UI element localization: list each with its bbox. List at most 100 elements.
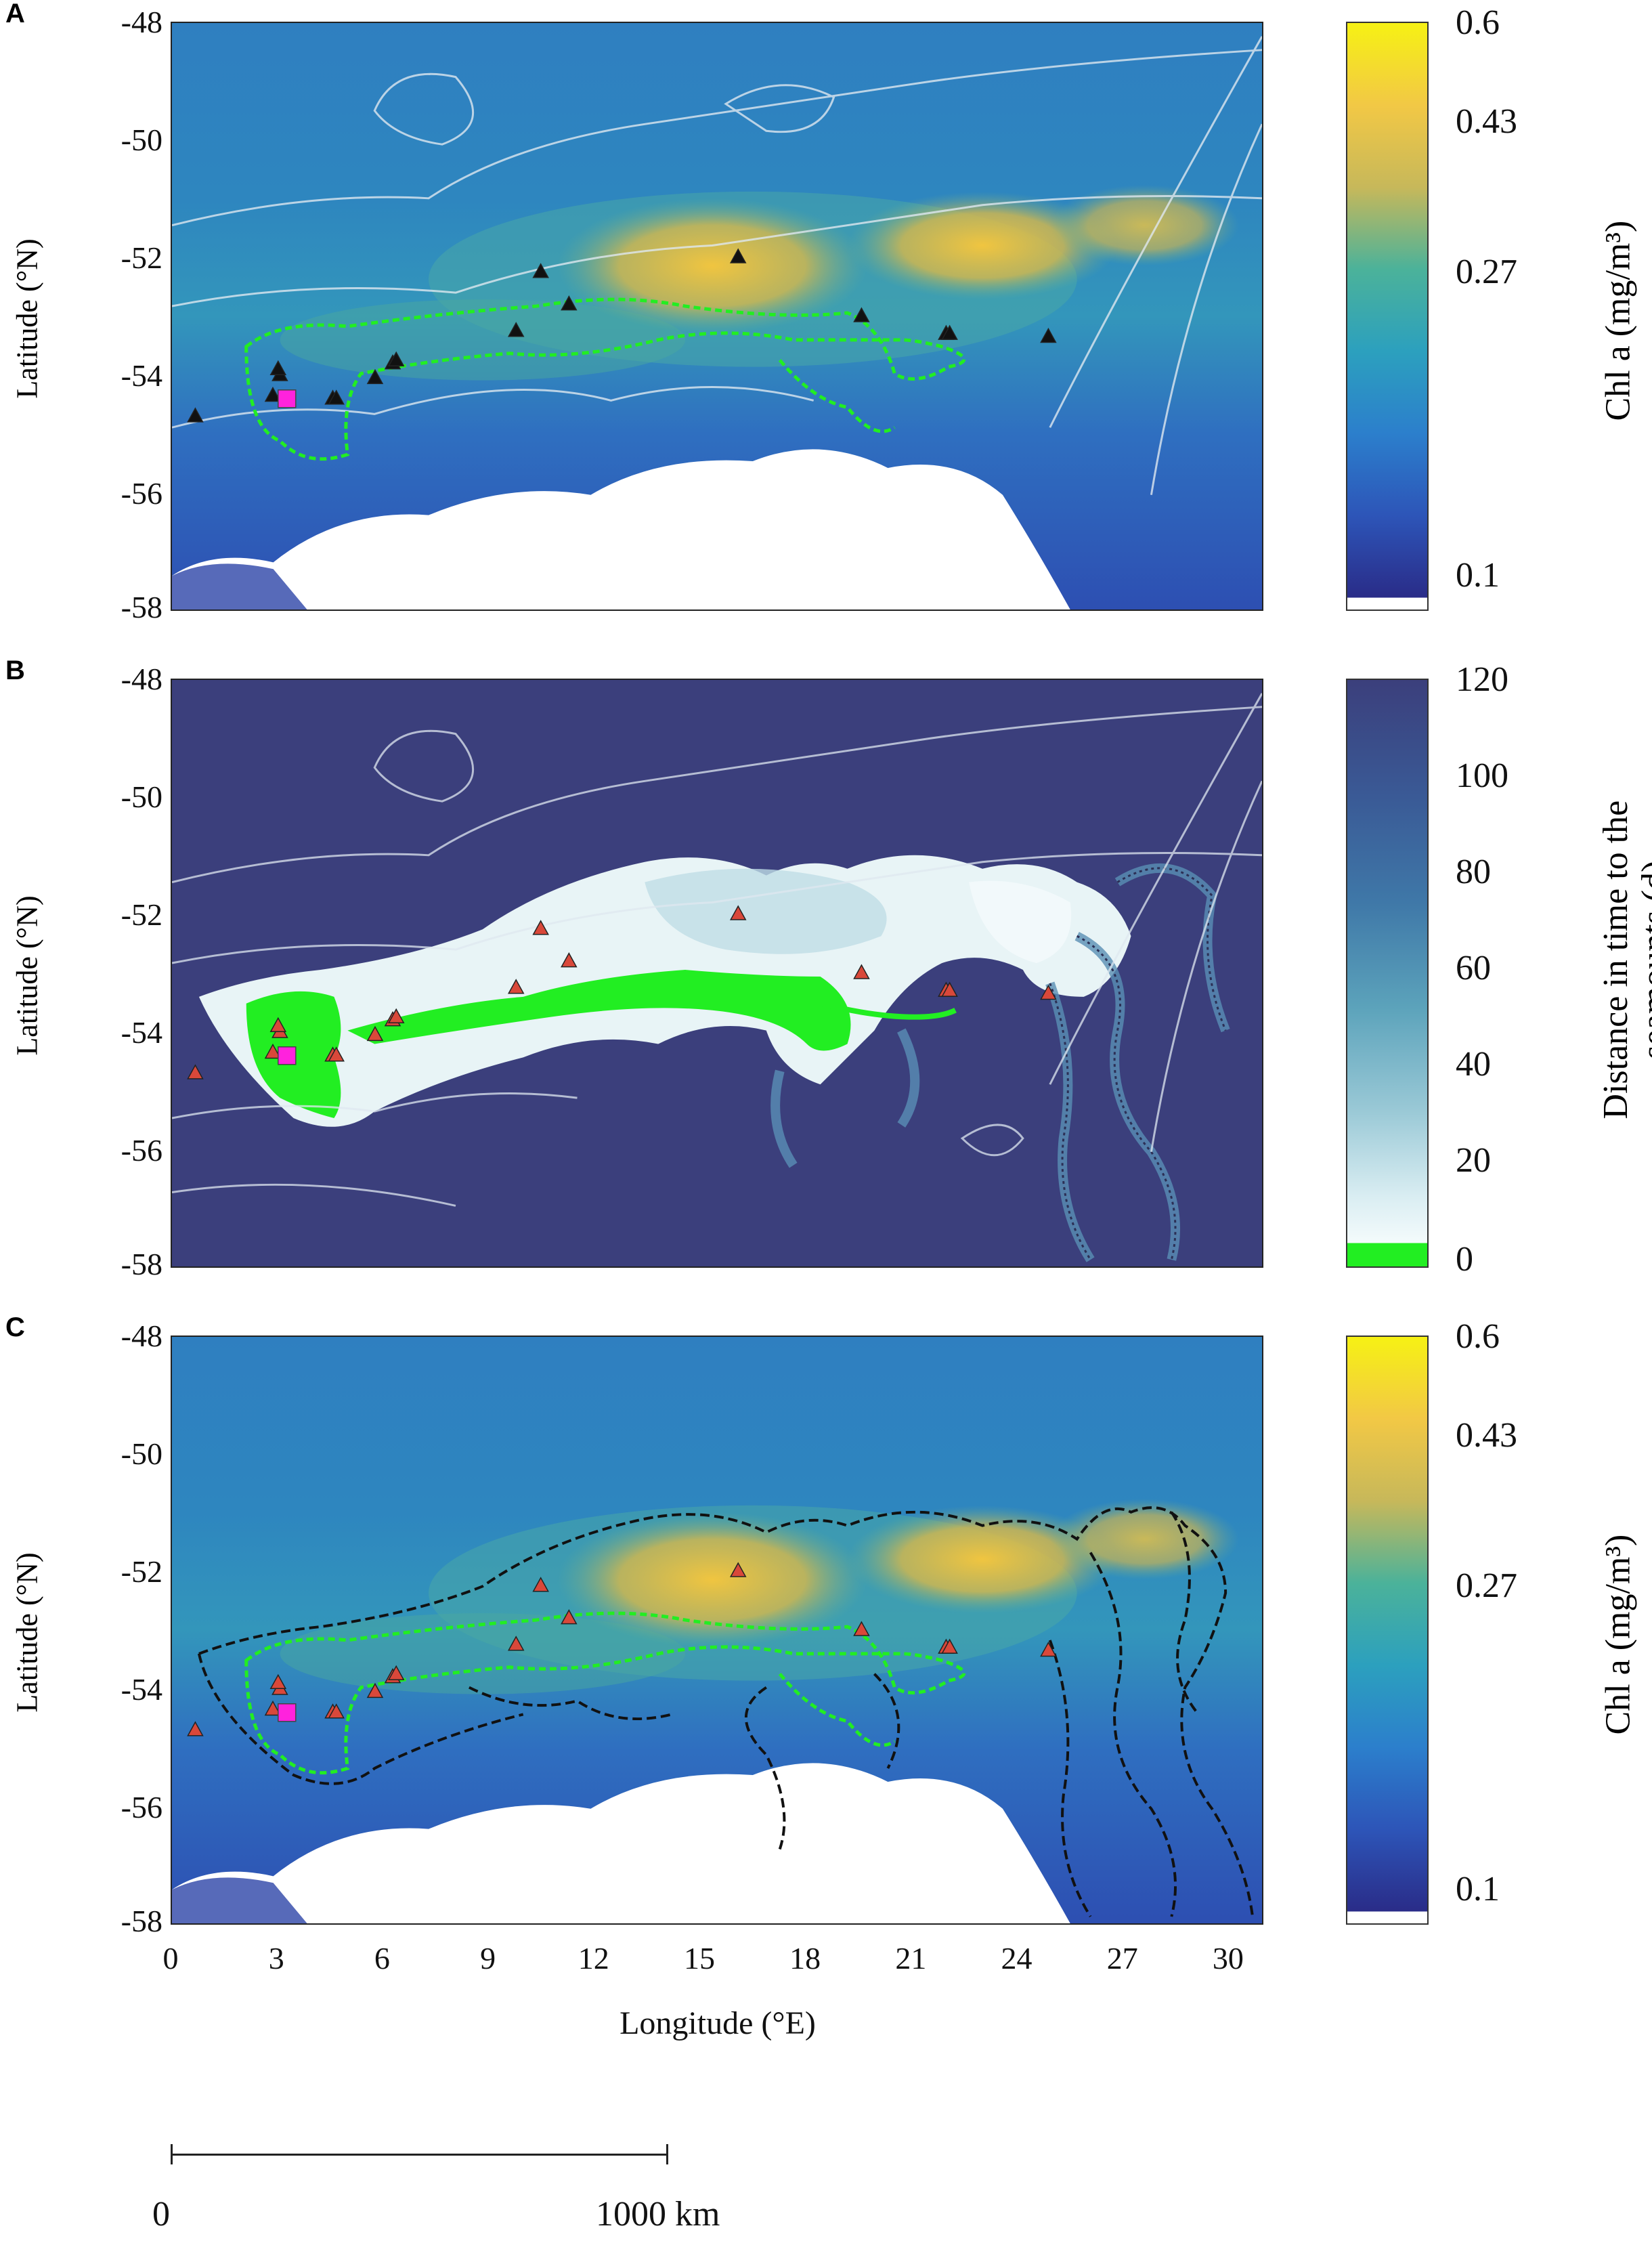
panel-c-colorbar bbox=[1346, 1336, 1429, 1925]
panel-b-markers bbox=[187, 905, 1057, 1080]
station-triangle bbox=[187, 1064, 204, 1080]
x-tick-label: 24 bbox=[1001, 1941, 1032, 1975]
station-triangle bbox=[264, 1700, 282, 1716]
x-tick-label: 12 bbox=[578, 1941, 609, 1975]
x-tick-label: 9 bbox=[480, 1941, 496, 1975]
x-axis-label: Longitude (°E) bbox=[620, 2005, 816, 2041]
station-triangle bbox=[328, 1703, 345, 1719]
station-triangle bbox=[366, 1682, 384, 1699]
station-triangle bbox=[269, 1017, 287, 1033]
panel-b-cbtick: 120 bbox=[1456, 660, 1508, 699]
panel-c-ytick: -52 bbox=[121, 1554, 162, 1589]
panel-a-ytick: -52 bbox=[121, 240, 162, 275]
panel-b-ytick: -48 bbox=[121, 662, 162, 696]
panel-a-cbtick: 0.1 bbox=[1456, 556, 1500, 595]
station-triangle bbox=[269, 360, 287, 376]
panel-b-cbtick: 100 bbox=[1456, 756, 1508, 795]
panel-c-colorbar-label: Chl a (mg/m³) bbox=[1599, 1534, 1638, 1735]
panel-b-colorbar-label: Distance in time to the seamounts (d) bbox=[1596, 800, 1652, 1119]
station-triangle bbox=[1040, 327, 1057, 343]
station-triangle bbox=[507, 979, 525, 994]
station-square bbox=[278, 1046, 297, 1065]
station-triangle bbox=[941, 324, 958, 340]
x-tick-label: 21 bbox=[895, 1941, 927, 1975]
panel-c-ytick: -56 bbox=[121, 1790, 162, 1824]
station-triangle bbox=[387, 351, 405, 366]
panel-a-ytick: -48 bbox=[121, 5, 162, 39]
panel-a-ytick: -56 bbox=[121, 476, 162, 511]
panel-a-label: A bbox=[5, 0, 25, 28]
station-triangle bbox=[941, 1638, 958, 1654]
panel-a-ytick: -50 bbox=[121, 123, 162, 157]
station-triangle bbox=[532, 263, 549, 278]
panel-b-cbtick: 40 bbox=[1456, 1045, 1491, 1084]
panel-b-ytick: -54 bbox=[121, 1015, 162, 1050]
station-triangle bbox=[507, 322, 525, 337]
x-tick-label: 18 bbox=[789, 1941, 821, 1975]
station-triangle bbox=[729, 248, 747, 263]
panel-c-cbtick: 0.43 bbox=[1456, 1416, 1517, 1455]
panel-b-label: B bbox=[5, 656, 25, 685]
panel-b-colorbar bbox=[1346, 679, 1429, 1268]
panel-b-cbtick: 60 bbox=[1456, 949, 1491, 987]
panel-c-ytick: -50 bbox=[121, 1436, 162, 1471]
panel-a-colorbar bbox=[1346, 22, 1429, 611]
station-triangle bbox=[264, 1043, 282, 1059]
station-triangle bbox=[853, 964, 870, 979]
station-triangle bbox=[264, 386, 282, 402]
panel-c-cbtick: 0.27 bbox=[1456, 1566, 1517, 1605]
x-tick-label: 30 bbox=[1212, 1941, 1244, 1975]
panel-b-cbtick: 0 bbox=[1456, 1240, 1473, 1279]
x-tick-label: 27 bbox=[1106, 1941, 1138, 1975]
station-triangle bbox=[328, 1046, 345, 1062]
station-triangle bbox=[729, 905, 747, 920]
scale-bar-left-tick bbox=[171, 2144, 173, 2164]
station-triangle bbox=[853, 307, 870, 322]
scale-bar-line bbox=[171, 2154, 668, 2156]
panel-a-chl-map bbox=[171, 22, 1263, 611]
panel-a-map-graphic bbox=[172, 23, 1262, 610]
panel-b-cbtick: 20 bbox=[1456, 1141, 1491, 1180]
station-triangle bbox=[387, 1008, 405, 1023]
station-triangle bbox=[561, 952, 578, 968]
station-triangle bbox=[187, 1721, 204, 1736]
station-triangle bbox=[366, 1025, 384, 1042]
panel-a-ytick: -58 bbox=[121, 590, 162, 624]
panel-c-markers bbox=[187, 1562, 1057, 1736]
panel-c-ytick: -54 bbox=[121, 1672, 162, 1707]
station-triangle bbox=[507, 1636, 525, 1651]
panel-c-label: C bbox=[5, 1312, 25, 1342]
panel-b-map-graphic bbox=[172, 680, 1262, 1266]
scale-bar-right-tick bbox=[666, 2144, 668, 2164]
station-triangle bbox=[561, 295, 578, 311]
station-triangle bbox=[1040, 1641, 1057, 1657]
panel-c-chl-map bbox=[171, 1336, 1263, 1925]
station-triangle bbox=[187, 407, 204, 423]
panel-c-cbtick: 0.1 bbox=[1456, 1870, 1500, 1908]
station-triangle bbox=[387, 1665, 405, 1680]
panel-b-ytick: -52 bbox=[121, 897, 162, 932]
station-triangle bbox=[729, 1562, 747, 1577]
station-triangle bbox=[941, 981, 958, 997]
scale-bar-left-label: 0 bbox=[152, 2195, 170, 2234]
station-triangle bbox=[366, 368, 384, 385]
x-tick-label: 0 bbox=[162, 1941, 179, 1975]
panel-c-ylabel: Latitude (°N) bbox=[10, 1552, 44, 1713]
station-triangle bbox=[532, 920, 549, 935]
panel-b-distance-map bbox=[171, 679, 1263, 1268]
station-triangle bbox=[853, 1621, 870, 1636]
panel-a-cbtick: 0.43 bbox=[1456, 102, 1517, 141]
panel-c-ytick: -48 bbox=[121, 1319, 162, 1353]
station-triangle bbox=[1040, 984, 1057, 1000]
panel-c-cbtick: 0.6 bbox=[1456, 1317, 1500, 1356]
x-tick-label: 6 bbox=[374, 1941, 390, 1975]
station-triangle bbox=[328, 389, 345, 405]
panel-b-ytick: -50 bbox=[121, 779, 162, 814]
panel-c-map-graphic bbox=[172, 1337, 1262, 1923]
panel-a-ytick: -54 bbox=[121, 358, 162, 393]
panel-b-ytick: -58 bbox=[121, 1247, 162, 1281]
station-triangle bbox=[561, 1609, 578, 1625]
panel-b-ylabel: Latitude (°N) bbox=[10, 895, 44, 1056]
scale-bar-right-label: 1000 km bbox=[596, 2195, 720, 2234]
panel-a-cbtick: 0.6 bbox=[1456, 3, 1500, 42]
